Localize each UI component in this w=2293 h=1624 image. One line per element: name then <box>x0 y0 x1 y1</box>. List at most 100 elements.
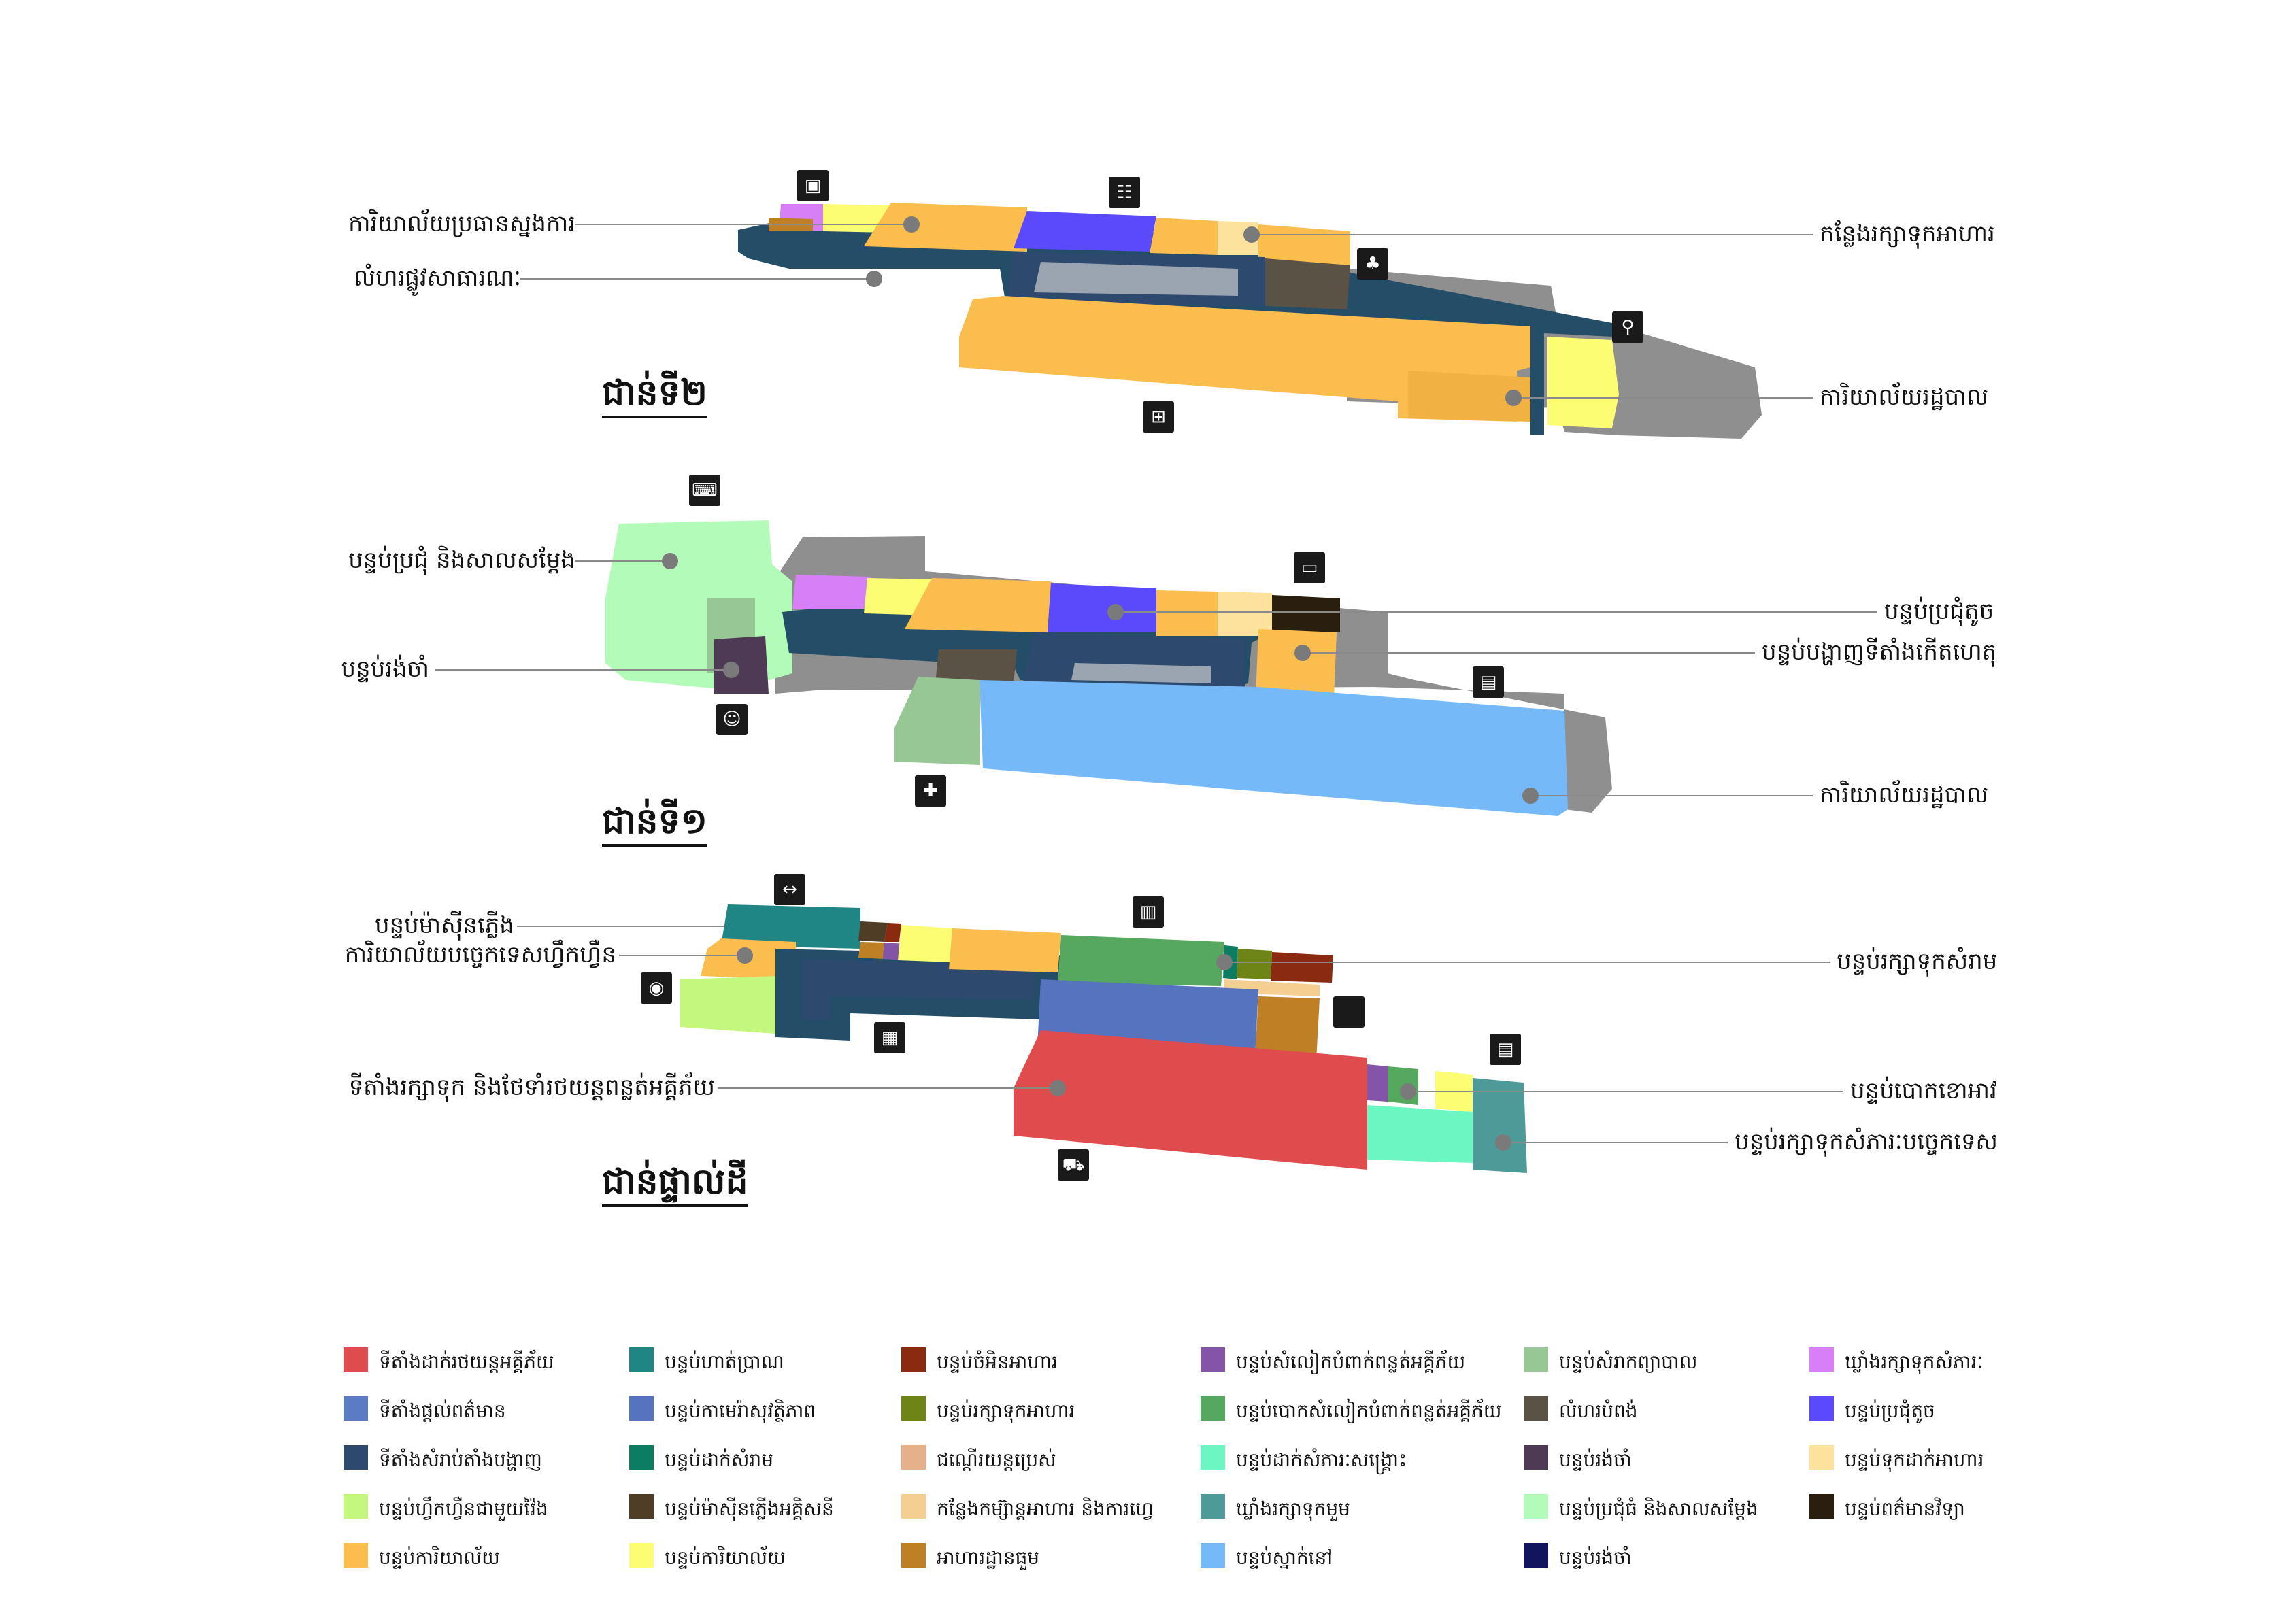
legend-label: ទីតាំងដាក់រថយន្តអគ្គីភ័យ <box>379 1351 554 1373</box>
room-tech-storage-g <box>1473 1078 1527 1173</box>
leader-lines <box>435 224 1877 1143</box>
legend-label: បន្ទប់ម៉ាស៊ីនភ្លើងអគ្គិសនី <box>665 1498 834 1520</box>
legend-swatch <box>629 1396 654 1421</box>
legend-swatch <box>1809 1396 1834 1421</box>
network-icon: ⊞ <box>1143 401 1174 433</box>
legend-item: ទីតាំងសំរាប់តាំងបង្ហាញ <box>344 1441 629 1472</box>
room-office-yellow-g <box>898 925 952 962</box>
legend-swatch <box>1809 1347 1834 1372</box>
legend-swatch <box>1201 1494 1225 1519</box>
legend-item: បន្ទប់ការិយាល័យ <box>344 1539 629 1570</box>
room-office-yellow-f2b <box>1547 337 1619 428</box>
legend-label: ឃ្លាំងរក្សាទុកមួម <box>1236 1498 1350 1520</box>
room-kitchen-small-g <box>884 923 901 942</box>
room-generator-g <box>858 921 888 942</box>
legend-label: លំហរបំពង់ <box>1559 1400 1638 1422</box>
legend: ទីតាំងដាក់រថយន្តអគ្គីភ័យទីតាំងផ្តល់ពត៌មា… <box>344 1343 2071 1595</box>
blank-square-icon <box>1333 996 1365 1028</box>
room-dormitory-f1 <box>980 680 1568 816</box>
callout-public-corridor: លំហរផ្លូវសាធារណៈ <box>353 265 521 292</box>
room-it-f1 <box>1272 595 1340 632</box>
legend-swatch <box>1524 1445 1548 1470</box>
legend-label: អាហារដ្ឋានធួម <box>937 1546 1040 1569</box>
room-small-meeting-f1 <box>1048 583 1156 632</box>
legend-swatch <box>344 1445 368 1470</box>
monitor-icon: ▭ <box>1294 552 1325 583</box>
legend-item: ទីតាំងផ្តល់ពត៌មាន <box>344 1392 629 1423</box>
room-admin-f2b <box>1408 371 1530 422</box>
callout-food-storage: កន្លែងរក្សាទុកអាហារ <box>1820 220 1995 248</box>
legend-swatch <box>344 1543 368 1568</box>
legend-item: បន្ទប់សំលៀកបំពាក់ពន្លត់អគ្គីភ័យ <box>1201 1343 1486 1374</box>
legend-item: ទីតាំងដាក់រថយន្តអគ្គីភ័យ <box>344 1343 629 1374</box>
legend-item: បន្ទប់ប្រជុំធំ និងសាលសម្តែង <box>1524 1490 1809 1521</box>
room-office-f2a <box>864 203 1027 252</box>
room-medical-f1 <box>894 677 980 765</box>
legend-item: បន្ទប់បោកសំលៀកបំពាក់ពន្លត់អគ្គីភ័យ <box>1201 1392 1501 1423</box>
keyboard-icon: ⌨ <box>689 475 720 506</box>
box-icon: ▣ <box>797 170 829 201</box>
floor-1-title: ជាន់ទី១ <box>602 802 707 847</box>
legend-item: បន្ទប់ស្នាក់នៅ <box>1201 1539 1486 1570</box>
legend-label: ឃ្លាំងរក្សាទុកសំភារៈ <box>1845 1351 1984 1373</box>
floor-ground-title: ជាន់ផ្ទាល់ដី <box>602 1162 748 1208</box>
room-office-f2b <box>1150 218 1218 255</box>
legend-item: លំហរបំពង់ <box>1524 1392 1809 1423</box>
legend-swatch <box>1524 1543 1548 1568</box>
leader-dots <box>662 216 1539 1151</box>
callout-laundry-room: បន្ទប់បោកខោអាវ <box>1850 1077 1997 1104</box>
bed-icon: ▤ <box>1473 666 1504 698</box>
meeting-icon: ☷ <box>1109 177 1140 208</box>
server-icon: ▤ <box>1490 1034 1521 1065</box>
legend-label: បន្ទប់រក្សាទុកអាហារ <box>937 1400 1075 1422</box>
floor-1-void-inner <box>1071 663 1211 683</box>
legend-item: បន្ទប់ចំអិនអាហារ <box>901 1343 1187 1374</box>
room-meeting-f2 <box>1014 211 1156 252</box>
room-food-f1 <box>1218 592 1272 636</box>
image-icon: ▦ <box>874 1022 905 1053</box>
legend-label: បន្ទប់ចំអិនអាហារ <box>937 1351 1058 1373</box>
legend-item: បន្ទប់ម៉ាស៊ីនភ្លើងអគ្គិសនី <box>629 1490 915 1521</box>
legend-item: បន្ទប់រង់ចាំ <box>1524 1441 1809 1472</box>
callout-trash-storage: បន្ទប់រក្សាទុកសំរាម <box>1837 948 1998 975</box>
legend-label: បន្ទប់ការិយាល័យ <box>379 1546 500 1569</box>
legend-item: បន្ទប់សំរាកព្យាបាល <box>1524 1343 1809 1374</box>
legend-label: បន្ទប់រង់ចាំ <box>1559 1449 1632 1471</box>
legend-label: បន្ទប់ប្រជុំតូច <box>1845 1400 1935 1422</box>
legend-label: កន្លែងកម្ស៊ាន្តអាហារ និងការហ្វេ <box>937 1498 1154 1520</box>
legend-swatch <box>1809 1445 1834 1470</box>
callout-admin-office-f1: ការិយាល័យរដ្ឋបាល <box>1820 781 1989 809</box>
legend-item: បន្ទប់រង់ចាំ <box>1524 1539 1809 1570</box>
legend-item: បន្ទប់ហាត់ប្រាណ <box>629 1343 915 1374</box>
legend-label: បន្ទប់ពត៌មានវិទ្យា <box>1845 1498 1965 1520</box>
callout-small-meeting: បន្ទប់ប្រជុំតូច <box>1884 598 1994 625</box>
medical-icon: ✚ <box>915 775 946 807</box>
callout-conference-hall: បន្ទប់ប្រជុំ និងសាលសម្តែង <box>348 547 575 574</box>
legend-swatch <box>344 1347 368 1372</box>
legend-label: បន្ទប់កាមេរ៉ាសុវត្ថិភាព <box>665 1400 816 1422</box>
callout-technical-training-office: ការិយាល័យបច្ចេកទេសហ្វឹកហ្វឺន <box>344 941 616 968</box>
room-duct-f1 <box>935 649 1017 683</box>
legend-label: ទីតាំងសំរាប់តាំងបង្ហាញ <box>379 1449 542 1471</box>
legend-swatch <box>1524 1494 1548 1519</box>
legend-item: បន្ទប់ដាក់សំរាម <box>629 1441 915 1472</box>
legend-swatch <box>629 1543 654 1568</box>
legend-item: ជណ្តើរយន្តប្រេស់ <box>901 1441 1187 1472</box>
legend-swatch <box>1524 1347 1548 1372</box>
reception-icon: ☺ <box>716 704 748 735</box>
room-waiting-f1 <box>714 636 769 694</box>
legend-label: ទីតាំងផ្តល់ពត៌មាន <box>379 1400 506 1422</box>
floor-ground-corridor-inner <box>803 959 1034 1020</box>
room-duct-f2 <box>1265 258 1350 309</box>
book-icon: ▥ <box>1133 896 1164 928</box>
legend-item: បន្ទប់ការិយាល័យ <box>629 1539 915 1570</box>
legend-swatch <box>901 1445 926 1470</box>
legend-label: បន្ទប់រង់ចាំ <box>1559 1546 1632 1569</box>
legend-swatch <box>344 1494 368 1519</box>
legend-swatch <box>901 1543 926 1568</box>
room-rescue-g <box>1367 1105 1473 1163</box>
legend-label: បន្ទប់ហាត់ប្រាណ <box>665 1351 784 1373</box>
legend-label: បន្ទប់ដាក់សំភារៈសង្គ្រោះ <box>1236 1449 1407 1471</box>
room-gym-g <box>721 904 860 949</box>
callout-crime-scene-room: បន្ទប់បង្ហាញទីតាំងកើតហេតុ <box>1762 639 1997 666</box>
